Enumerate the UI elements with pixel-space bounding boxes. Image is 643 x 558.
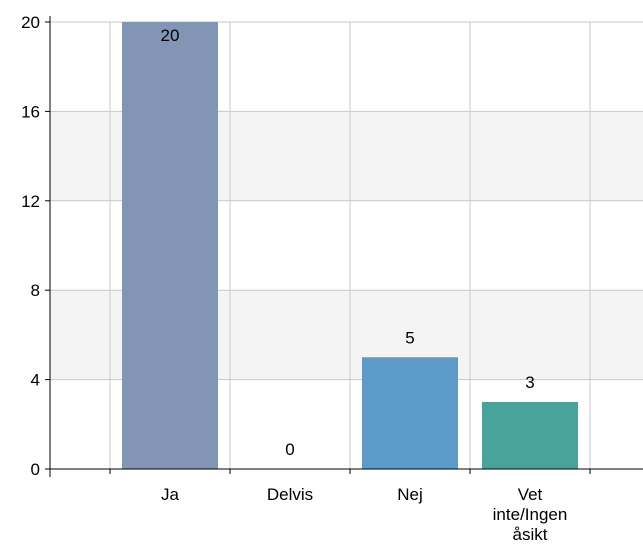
axes	[45, 16, 643, 477]
x-tick-label-line: inte/Ingen	[493, 505, 568, 524]
x-tick-label-line: åsikt	[513, 525, 548, 544]
bar	[362, 357, 458, 469]
x-tick-label-line: Ja	[161, 485, 180, 504]
x-tick-label-line: Nej	[397, 485, 423, 504]
x-tick-label-line: Delvis	[267, 485, 313, 504]
bar	[482, 401, 578, 469]
value-label: 20	[161, 26, 180, 45]
y-tick-label: 16	[21, 102, 40, 121]
value-labels: 20 0 5 3	[161, 26, 535, 459]
x-tick-label-line: Vet	[518, 485, 543, 504]
value-label: 5	[405, 328, 414, 347]
value-label: 3	[525, 373, 534, 392]
x-tick-labels: Ja Delvis Nej Vet inte/Ingen åsikt	[161, 485, 567, 544]
bars	[122, 22, 578, 469]
y-tick-label: 20	[21, 13, 40, 32]
y-tick-label: 4	[31, 371, 40, 390]
x-tick-label: Delvis	[267, 485, 313, 504]
value-label: 0	[285, 440, 294, 459]
x-tick-label: Nej	[397, 485, 423, 504]
y-tick-label: 12	[21, 192, 40, 211]
y-tick-label: 8	[31, 281, 40, 300]
x-tick-label: Vet inte/Ingen åsikt	[493, 485, 568, 544]
bar	[122, 22, 218, 469]
y-tick-labels: 0 4 8 12 16 20	[21, 13, 40, 479]
y-tick-label: 0	[31, 460, 40, 479]
x-tick-label: Ja	[161, 485, 180, 504]
